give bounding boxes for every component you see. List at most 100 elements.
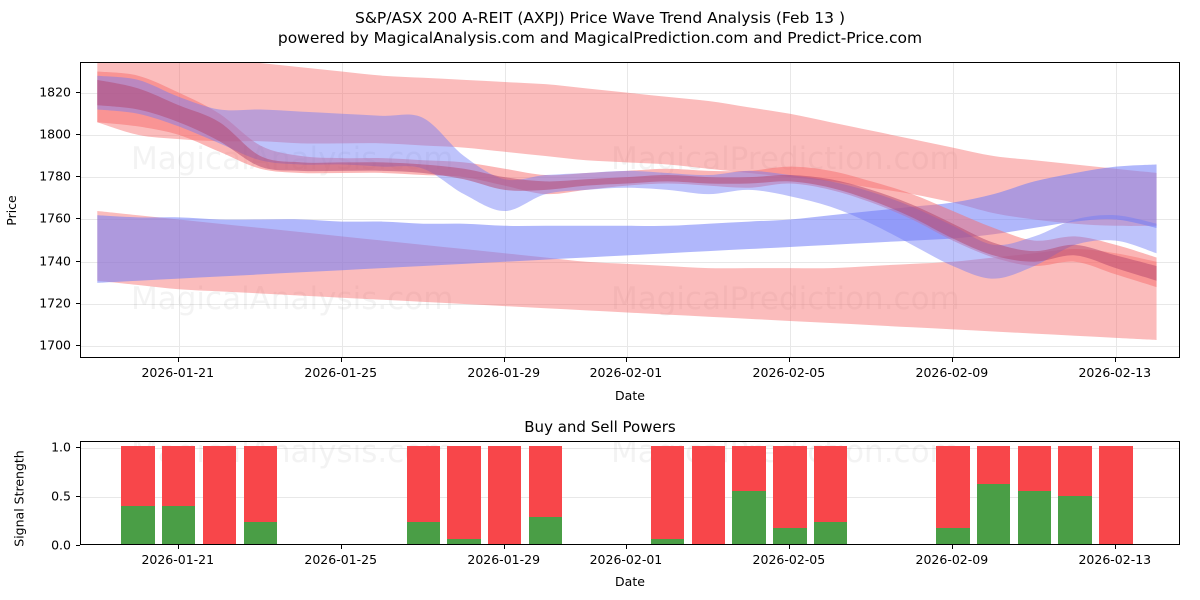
signal-bar[interactable] [732, 445, 766, 544]
price-x-tickmark [177, 358, 179, 362]
gridline-horizontal [81, 134, 1179, 136]
signal-bar[interactable] [1099, 445, 1133, 544]
price-y-tickmark [76, 91, 80, 93]
price-x-tickmark [340, 358, 342, 362]
price-x-tickmark [1114, 358, 1116, 362]
sell-power-segment [202, 445, 237, 544]
gridline-vertical [178, 63, 180, 357]
signal-x-tickmark [503, 545, 505, 549]
sell-power-segment [488, 445, 522, 544]
gridline-vertical [341, 63, 343, 357]
sell-power-segment [813, 445, 848, 523]
buy-power-segment [162, 505, 196, 544]
gridline-horizontal [81, 496, 1179, 498]
signal-bar[interactable] [976, 445, 1011, 544]
price-y-tick-label: 1720 [39, 295, 71, 311]
gridline-horizontal [81, 92, 1179, 94]
buy-power-segment [650, 539, 685, 544]
price-y-tickmark [76, 133, 80, 135]
buy-power-segment [732, 491, 766, 544]
price-x-tickmark [625, 358, 627, 362]
price-x-tick-label: 2026-02-01 [589, 365, 663, 380]
sell-power-segment [406, 445, 440, 523]
signal-x-tickmark [951, 545, 953, 549]
sell-power-segment [691, 445, 726, 544]
gridline-horizontal [81, 346, 1179, 348]
signal-y-tickmark [76, 446, 80, 448]
signal-x-tick-label: 2026-02-09 [915, 552, 989, 567]
signal-x-tick-label: 2026-01-21 [141, 552, 215, 567]
signal-bar[interactable] [162, 445, 196, 544]
sell-power-segment [1058, 445, 1092, 496]
price-x-tick-label: 2026-02-09 [915, 365, 989, 380]
signal-bar[interactable] [528, 445, 563, 544]
signal-bar[interactable] [1017, 445, 1052, 544]
signal-bar[interactable] [447, 445, 481, 544]
signal-x-tick-label: 2026-02-05 [752, 552, 826, 567]
signal-bar[interactable] [202, 445, 237, 544]
signal-x-axis-label: Date [615, 574, 645, 589]
price-x-tick-label: 2026-01-25 [304, 365, 378, 380]
sell-power-segment [732, 445, 766, 492]
buy-power-segment [813, 522, 848, 544]
price-y-tickmark [76, 303, 80, 305]
price-x-tick-label: 2026-02-13 [1078, 365, 1152, 380]
signal-x-tick-label: 2026-01-25 [304, 552, 378, 567]
signal-bar[interactable] [243, 445, 277, 544]
price-x-tick-label: 2026-01-21 [141, 365, 215, 380]
signal-y-tick-label: 0.5 [51, 488, 71, 504]
signal-x-tickmark [340, 545, 342, 549]
sell-power-segment [976, 445, 1011, 485]
sell-power-segment [773, 445, 807, 529]
sell-power-segment [936, 445, 970, 529]
price-y-tickmark [76, 345, 80, 347]
page-title: S&P/ASX 200 A-REIT (AXPJ) Price Wave Tre… [0, 8, 1200, 48]
sell-power-segment [1099, 445, 1133, 544]
price-x-axis-label: Date [615, 388, 645, 403]
signal-bar[interactable] [1058, 445, 1092, 544]
price-y-tick-label: 1820 [39, 84, 71, 100]
signal-x-tick-label: 2026-02-13 [1078, 552, 1152, 567]
signal-chart-title: Buy and Sell Powers [524, 418, 676, 436]
buy-power-segment [1017, 491, 1052, 544]
signal-y-tickmark [76, 545, 80, 546]
price-y-tick-label: 1780 [39, 168, 71, 184]
price-y-tick-label: 1800 [39, 126, 71, 142]
price-y-tickmark [76, 176, 80, 178]
buy-power-segment [121, 505, 155, 544]
buy-power-segment [1058, 495, 1092, 544]
signal-bar[interactable] [406, 445, 440, 544]
signal-y-tick-label: 0.0 [51, 537, 71, 553]
wave-band-blue-lower-band [97, 164, 1157, 283]
signal-x-tickmark [177, 545, 179, 549]
buy-power-segment [528, 516, 563, 544]
price-y-tick-label: 1700 [39, 337, 71, 353]
price-y-tick-label: 1740 [39, 253, 71, 269]
price-y-tickmark [76, 218, 80, 220]
sell-power-segment [243, 445, 277, 523]
buy-power-segment [936, 528, 970, 544]
chart-title-main: S&P/ASX 200 A-REIT (AXPJ) Price Wave Tre… [355, 9, 845, 27]
signal-bar[interactable] [773, 445, 807, 544]
signal-x-tickmark [625, 545, 627, 549]
gridline-horizontal [81, 219, 1179, 221]
sell-power-segment [528, 445, 563, 517]
signal-bar[interactable] [691, 445, 726, 544]
signal-bar[interactable] [121, 445, 155, 544]
wave-band-inner-dark-overlap-band [97, 79, 1157, 281]
buy-power-segment [243, 522, 277, 544]
signal-bar[interactable] [936, 445, 970, 544]
signal-x-tickmark [788, 545, 790, 549]
signal-y-tickmark [76, 495, 80, 497]
wave-band-outer-red-upper-band [97, 63, 1157, 226]
signal-bar[interactable] [488, 445, 522, 544]
signal-y-axis-label: Signal Strength [11, 450, 27, 547]
signal-y-tick-label: 1.0 [51, 439, 71, 455]
signal-x-tickmark [1114, 545, 1116, 549]
sell-power-segment [447, 445, 481, 540]
gridline-vertical [789, 63, 791, 357]
signal-bar[interactable] [813, 445, 848, 544]
buy-power-segment [447, 539, 481, 544]
signal-bar[interactable] [650, 445, 685, 544]
